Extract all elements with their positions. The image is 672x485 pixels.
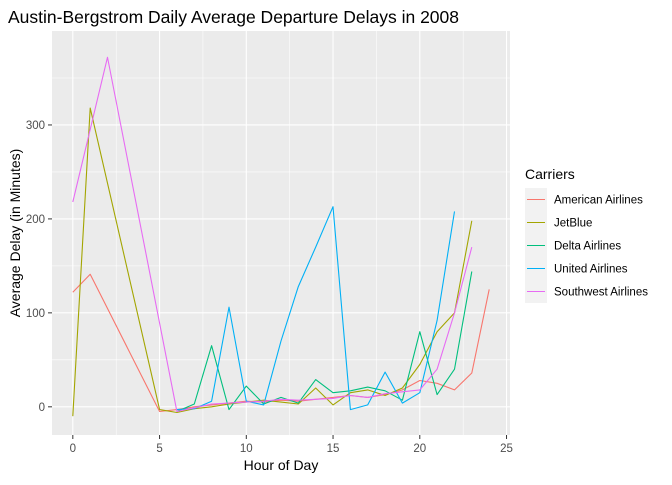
- legend-label-united-airlines: United Airlines: [554, 264, 628, 276]
- x-tick-label: 0: [70, 443, 76, 455]
- legend-items: American Airlines JetBlue Delta Airlines Un…: [525, 188, 648, 303]
- y-tick-label: 200: [26, 214, 45, 226]
- major-gridlines: [52, 31, 510, 435]
- series-line-southwest-airlines: [72, 56, 473, 413]
- x-tick-label: 20: [413, 443, 426, 455]
- x-tick-label: 15: [327, 443, 340, 455]
- x-axis-title: Hour of Day: [244, 457, 319, 473]
- series-lines: [72, 56, 490, 417]
- x-axis-ticks: 0 5 10 15 20 25: [70, 435, 513, 455]
- minor-gridlines: [52, 31, 510, 435]
- y-axis-title: Average Delay (in Minutes): [7, 149, 23, 318]
- y-tick-label: 300: [26, 120, 45, 132]
- series-line-delta-airlines: [176, 271, 473, 413]
- legend-label-american-airlines: American Airlines: [554, 195, 643, 207]
- legend-label-southwest-airlines: Southwest Airlines: [554, 287, 648, 299]
- x-tick-label: 10: [240, 443, 253, 455]
- legend-title: Carriers: [525, 166, 575, 182]
- y-tick-label: 100: [26, 308, 45, 320]
- chart-title: Austin-Bergstrom Daily Average Departure…: [8, 7, 459, 27]
- x-tick-label: 5: [156, 443, 162, 455]
- legend-label-delta-airlines: Delta Airlines: [554, 241, 621, 253]
- y-axis-ticks: 0 100 200 300: [26, 120, 52, 414]
- x-tick-label: 25: [500, 443, 513, 455]
- legend: Carriers American Airlines JetBlue Delta A…: [525, 166, 648, 303]
- plot-panel: [52, 31, 510, 435]
- y-tick-label: 0: [39, 402, 45, 414]
- legend-label-jetblue: JetBlue: [554, 218, 592, 230]
- series-line-jetblue: [72, 107, 473, 417]
- series-line-united-airlines: [176, 206, 456, 411]
